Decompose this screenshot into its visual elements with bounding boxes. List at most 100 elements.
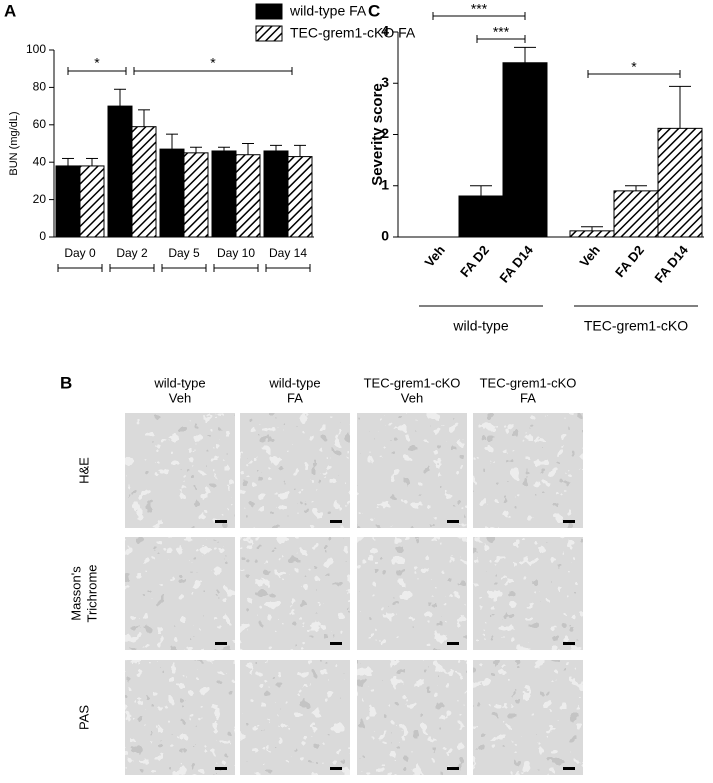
panel-label: A (4, 1, 16, 20)
row-label: Masson's (68, 566, 83, 621)
y-tick-label: 2 (381, 125, 389, 141)
bar (502, 62, 548, 238)
bar (458, 195, 504, 238)
error-bar (294, 144, 306, 157)
micrograph (473, 660, 583, 775)
legend-swatch (255, 3, 283, 20)
x-tick-label: Day 14 (269, 246, 307, 260)
micrograph (357, 413, 467, 528)
panel-label: C (368, 1, 380, 20)
scale-bar (330, 520, 342, 523)
legend-swatch (255, 25, 283, 42)
x-tick-label: Day 5 (168, 246, 200, 260)
bar (79, 165, 105, 238)
micrograph (125, 537, 235, 650)
column-header: Veh (401, 390, 423, 405)
micrograph (240, 537, 350, 650)
scale-bar (330, 767, 342, 770)
y-tick-label: 0 (381, 228, 389, 244)
micrograph (473, 537, 583, 650)
bar (235, 154, 261, 238)
significance-label: * (210, 55, 216, 71)
error-bar (114, 88, 126, 107)
x-tick-label: Veh (422, 242, 448, 269)
error-bar (242, 143, 254, 155)
error-bar (270, 144, 282, 151)
micrograph (125, 660, 235, 775)
y-tick-label: 100 (26, 42, 46, 56)
error-bar (218, 146, 230, 151)
significance-label: *** (471, 1, 488, 17)
x-tick-label: Day 2 (116, 246, 148, 260)
group-label: wild-type (452, 318, 508, 334)
significance-label: * (94, 55, 100, 71)
column-header: TEC-grem1-cKO (364, 375, 461, 390)
micrograph (125, 413, 235, 528)
column-header: wild-type (153, 375, 205, 390)
scale-bar (563, 642, 575, 645)
scale-bar (447, 642, 459, 645)
y-tick-label: 80 (33, 80, 47, 94)
scale-bar (447, 767, 459, 770)
scale-bar (563, 767, 575, 770)
bar (183, 152, 209, 238)
legend-label: TEC-grem1-cKO FA (290, 25, 416, 41)
error-bar (138, 109, 150, 127)
x-tick-label: Day 10 (217, 246, 255, 260)
scale-bar (563, 520, 575, 523)
x-tick-label: FA D14 (651, 242, 691, 286)
significance-label: * (631, 59, 637, 75)
y-tick-label: 4 (381, 23, 389, 39)
y-axis-label: Severity score (369, 83, 386, 186)
panel-label: B (60, 373, 72, 392)
column-header: FA (287, 390, 303, 405)
micrograph (240, 660, 350, 775)
column-header: wild-type (268, 375, 320, 390)
micrograph (240, 413, 350, 528)
row-label: H&E (76, 457, 91, 484)
bar (159, 148, 185, 238)
row-label: Trichrome (84, 564, 99, 622)
error-bar (669, 85, 691, 129)
bar (657, 127, 703, 238)
bar (131, 126, 157, 238)
bar (569, 230, 615, 238)
column-header: FA (520, 390, 536, 405)
bar (613, 190, 659, 238)
x-tick-label: FA D14 (496, 242, 536, 286)
y-tick-label: 1 (381, 176, 389, 192)
scale-bar (215, 642, 227, 645)
error-bar (62, 157, 74, 166)
bar (107, 105, 133, 238)
group-label: TEC-grem1-cKO (584, 318, 688, 334)
scale-bar (215, 520, 227, 523)
column-header: Veh (169, 390, 191, 405)
y-tick-label: 60 (33, 117, 47, 131)
scale-bar (447, 520, 459, 523)
x-tick-label: Veh (577, 242, 603, 269)
micrograph (473, 413, 583, 528)
scale-bar (215, 767, 227, 770)
error-bar (190, 146, 202, 153)
bar (287, 156, 313, 238)
error-bar (581, 226, 603, 231)
y-tick-label: 40 (33, 154, 47, 168)
y-tick-label: 3 (381, 74, 389, 90)
column-header: TEC-grem1-cKO (480, 375, 577, 390)
bar (263, 150, 289, 238)
bar (55, 165, 81, 238)
y-axis-label: BUN (mg/dL) (8, 111, 20, 175)
row-label: PAS (76, 705, 91, 730)
x-tick-label: FA D2 (457, 242, 492, 279)
x-tick-label: FA D2 (612, 242, 647, 279)
legend-label: wild-type FA (289, 3, 367, 19)
significance-label: *** (493, 24, 510, 40)
error-bar (514, 46, 536, 63)
error-bar (166, 133, 178, 150)
y-tick-label: 0 (39, 229, 46, 243)
error-bar (625, 185, 647, 191)
micrograph (357, 537, 467, 650)
x-tick-label: Day 0 (64, 246, 96, 260)
y-tick-label: 20 (33, 192, 47, 206)
